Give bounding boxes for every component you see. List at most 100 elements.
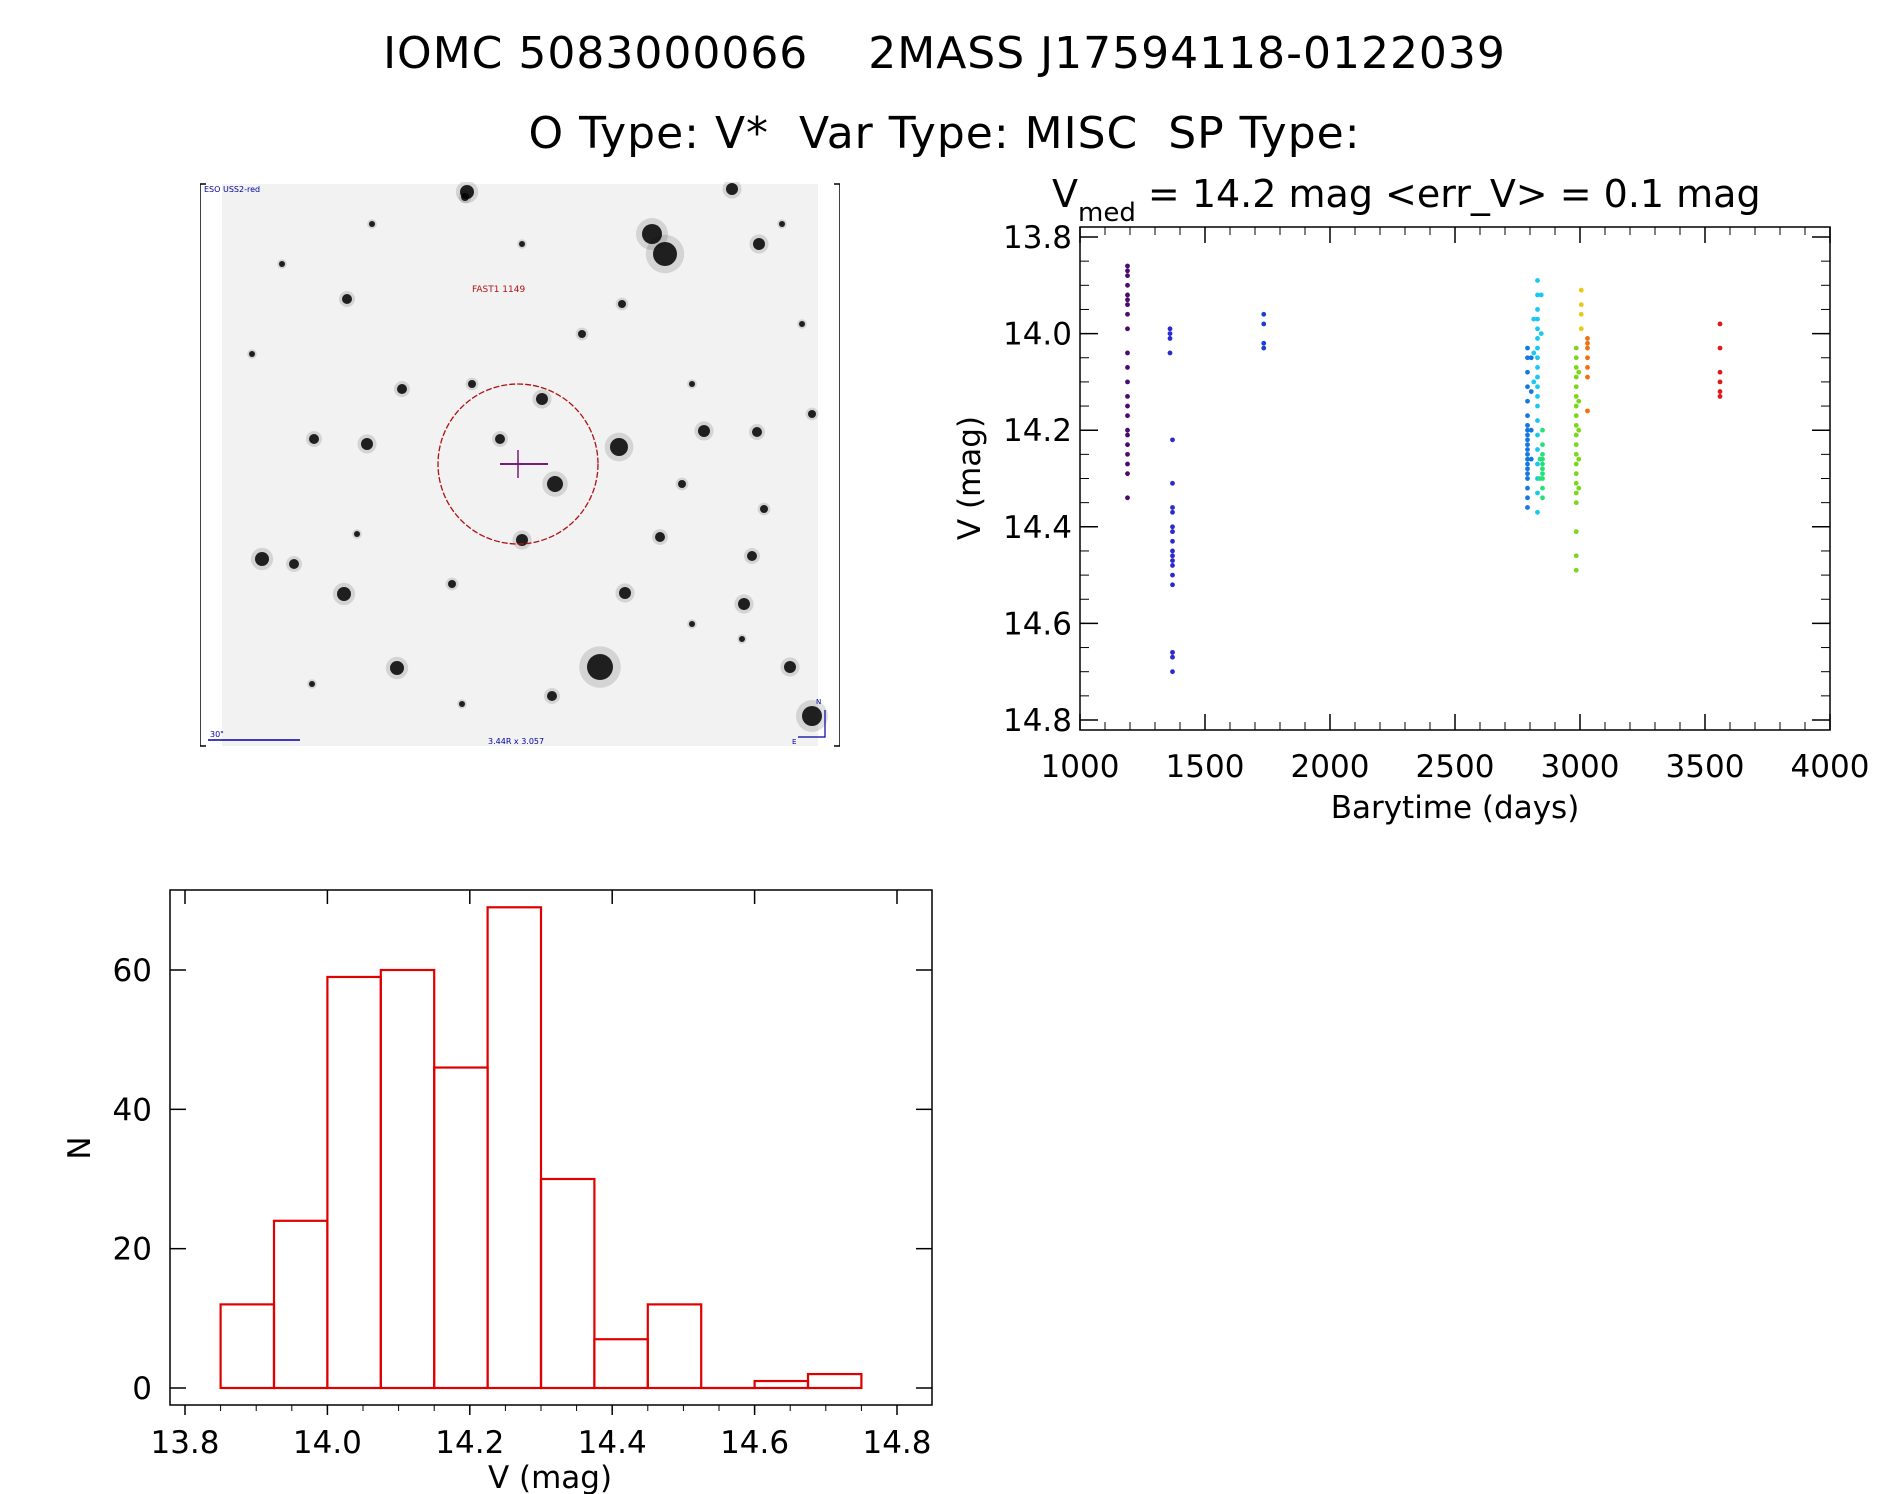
lc-data-point	[1125, 461, 1130, 467]
lc-data-point	[1573, 490, 1579, 496]
chart-title-line2: O Type: V* Var Type: MISC SP Type:	[528, 108, 1361, 159]
finder-star-halo-20	[757, 502, 771, 516]
lc-ytick-label: 14.0	[1003, 317, 1072, 353]
compass-arrows	[798, 710, 826, 738]
hist-bar	[486, 906, 543, 1390]
hist-bar	[539, 1177, 596, 1390]
lc-data-point	[1531, 316, 1537, 322]
lc-data-point	[1125, 273, 1130, 279]
lc-data-point	[1535, 447, 1540, 452]
finder-star-22	[390, 661, 404, 675]
lc-data-point	[1525, 505, 1530, 510]
lc-data-point	[1573, 461, 1579, 467]
lc-data-point	[1540, 495, 1545, 501]
lc-ytick-label: 14.8	[1003, 703, 1072, 739]
lc-data-point	[1535, 326, 1540, 332]
lc-data-point	[1717, 389, 1723, 394]
finder-star-halo-36	[805, 407, 819, 421]
finder-star-12	[752, 427, 762, 437]
lc-data-point	[1170, 563, 1175, 568]
finder-star-1	[653, 242, 677, 266]
hist-xtick-label: 14.0	[293, 1425, 362, 1461]
finder-star-halo-22	[385, 656, 409, 680]
lc-data-point	[1585, 345, 1590, 351]
finder-star-14	[255, 552, 269, 566]
finder-star-9	[547, 476, 563, 492]
lc-xlabel: Barytime (days)	[1331, 790, 1580, 826]
lc-data-point	[1170, 529, 1175, 535]
lc-data-point	[1170, 558, 1175, 564]
lc-xtick-label: 3000	[1541, 749, 1620, 785]
lc-data-point	[1261, 345, 1267, 351]
finder-star-halo-31	[615, 297, 629, 311]
finder-star-20	[760, 505, 768, 513]
lc-data-point	[1535, 509, 1540, 515]
lc-data-point	[1525, 451, 1530, 457]
lc-data-point	[1525, 495, 1530, 501]
finder-star-4	[753, 238, 765, 250]
finder-star-halo-18	[615, 583, 635, 603]
lc-data-point	[1170, 572, 1175, 578]
finder-star-45	[689, 381, 695, 387]
lc-data-point	[1535, 490, 1540, 496]
lc-data-point	[1573, 471, 1579, 477]
lc-ytick-label: 14.6	[1003, 606, 1072, 642]
lc-data-point	[1540, 442, 1545, 448]
finder-star-39	[678, 480, 686, 488]
lc-data-point	[1535, 365, 1540, 370]
lc-data-point	[1585, 374, 1590, 380]
finder-star-7	[361, 438, 373, 450]
finder-star-28	[536, 393, 548, 405]
lc-data-point	[1578, 326, 1584, 332]
lc-data-point	[1573, 413, 1579, 419]
finder-star-29	[397, 384, 407, 394]
finder-star-halo-1	[645, 234, 685, 274]
finder-star-halo-17	[512, 530, 532, 550]
lc-xtick-label: 2500	[1416, 749, 1495, 785]
lc-data-point	[1170, 437, 1175, 443]
finder-star-33	[369, 221, 375, 227]
lc-data-point	[1535, 307, 1540, 312]
lc-title-v: V	[1052, 172, 1078, 216]
lc-data-point	[1125, 432, 1130, 438]
finder-star-halo-6	[306, 431, 322, 447]
lc-data-point	[1170, 649, 1175, 655]
lc-data-point	[1125, 326, 1130, 332]
finder-star-37	[249, 351, 255, 357]
lc-ytick-label: 13.8	[1003, 220, 1072, 256]
lc-ylabel: V (mag)	[952, 416, 988, 540]
hist-bar	[593, 1338, 649, 1390]
lc-data-point	[1585, 355, 1590, 361]
hist-ytick-label: 60	[113, 953, 152, 989]
lc-data-point	[1540, 476, 1545, 481]
hist-bar	[272, 1219, 329, 1390]
hist-bars	[219, 906, 863, 1390]
lc-data-point	[1525, 442, 1530, 448]
lc-data-point	[1125, 263, 1130, 269]
finder-star-41	[739, 636, 745, 642]
finder-star-34	[519, 241, 525, 247]
lc-data-point	[1573, 384, 1579, 390]
finder-star-halo-39	[675, 477, 689, 491]
lc-data-point	[1535, 292, 1540, 298]
lc-data-point	[1125, 403, 1130, 409]
hist-bar	[433, 1066, 489, 1390]
east-label: E	[792, 738, 796, 746]
lc-data-point	[1573, 393, 1579, 399]
lc-data-point	[1167, 350, 1173, 356]
lc-data-point	[1540, 485, 1545, 491]
lc-data-point	[1167, 336, 1173, 341]
lc-data-point	[1540, 461, 1545, 467]
lc-data-point	[1540, 456, 1545, 462]
lc-title-sub: med	[1078, 198, 1136, 228]
lc-data-point	[1537, 456, 1543, 462]
lc-data-point	[1717, 345, 1723, 351]
lc-data-point	[1576, 427, 1582, 433]
finder-chart-image: ESO USS2-red FAST1 1149 30" 3.44R x 3.05…	[200, 182, 840, 748]
finder-star-16	[337, 587, 351, 601]
lc-data-point	[1525, 437, 1530, 443]
hist-ytick-label: 40	[113, 1092, 152, 1128]
lc-data-point	[1717, 379, 1723, 385]
lc-data-point	[1535, 476, 1540, 481]
lc-data-point	[1540, 451, 1545, 457]
